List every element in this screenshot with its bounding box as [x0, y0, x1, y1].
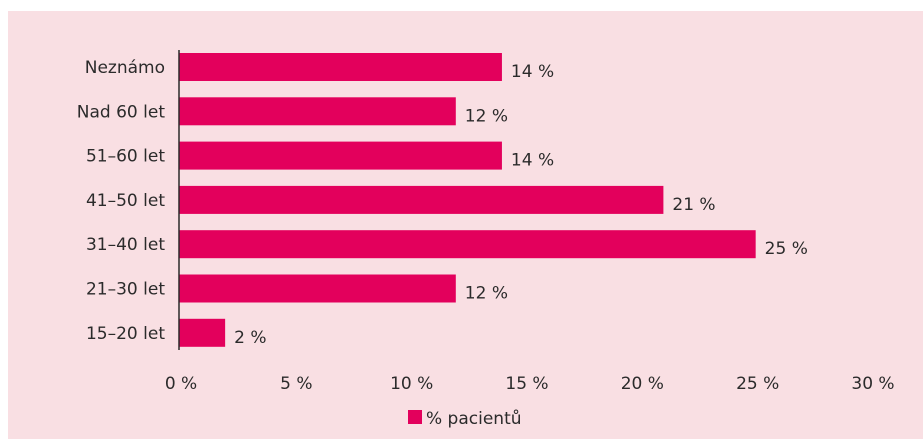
category-label: 41–50 let — [86, 191, 165, 211]
x-tick-label: 5 % — [280, 374, 312, 394]
category-label: Neznámo — [85, 58, 165, 78]
legend: % pacientů — [408, 409, 522, 429]
legend-swatch — [408, 410, 422, 424]
category-label: 51–60 let — [86, 147, 165, 167]
data-label: 14 % — [511, 62, 554, 82]
bar — [179, 97, 456, 126]
bar — [179, 318, 226, 347]
chart-background — [8, 11, 923, 439]
bar — [179, 141, 502, 170]
data-label: 2 % — [234, 328, 266, 348]
x-tick-label: 15 % — [505, 374, 548, 394]
bar — [179, 53, 502, 81]
x-tick-label: 20 % — [621, 374, 664, 394]
x-tick-label: 30 % — [851, 374, 894, 394]
data-label: 12 % — [465, 106, 508, 126]
data-labels: 14 % 12 % 14 % 21 % 25 % 12 % 2 % — [234, 62, 808, 348]
category-labels: Neznámo Nad 60 let 51–60 let 41–50 let 31–40… — [77, 58, 166, 344]
category-label: 15–20 let — [86, 324, 165, 344]
category-label: Nad 60 let — [77, 102, 166, 122]
data-label: 21 % — [672, 195, 715, 215]
bar — [179, 274, 456, 303]
legend-label: % pacientů — [426, 409, 522, 429]
data-label: 14 % — [511, 151, 554, 171]
x-axis-tick-labels: 0 % 5 % 10 % 15 % 20 % 25 % 30 % — [165, 374, 895, 394]
category-label: 31–40 let — [86, 235, 165, 255]
bar — [179, 230, 756, 259]
data-label: 12 % — [465, 284, 508, 304]
category-label: 21–30 let — [86, 280, 165, 300]
x-tick-label: 25 % — [736, 374, 779, 394]
x-tick-label: 0 % — [165, 374, 197, 394]
bars-layer — [179, 53, 756, 347]
data-label: 25 % — [765, 239, 808, 259]
bar — [179, 185, 664, 214]
x-tick-label: 10 % — [390, 374, 433, 394]
